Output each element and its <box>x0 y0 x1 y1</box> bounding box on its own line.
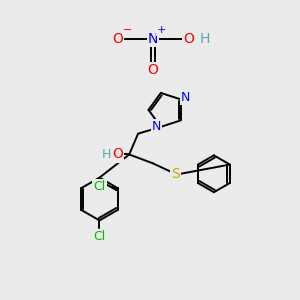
Text: N: N <box>181 92 190 104</box>
Text: O: O <box>112 32 123 46</box>
Text: H: H <box>102 148 112 161</box>
Text: H: H <box>200 32 210 46</box>
Text: O: O <box>112 148 123 161</box>
Text: O: O <box>183 32 194 46</box>
Text: N: N <box>152 120 161 133</box>
Text: S: S <box>171 167 180 181</box>
Text: O: O <box>148 63 158 77</box>
Text: Cl: Cl <box>93 230 106 243</box>
Text: N: N <box>148 32 158 46</box>
Text: +: + <box>157 25 167 34</box>
Text: Cl: Cl <box>94 180 106 194</box>
Text: −: − <box>123 25 132 34</box>
